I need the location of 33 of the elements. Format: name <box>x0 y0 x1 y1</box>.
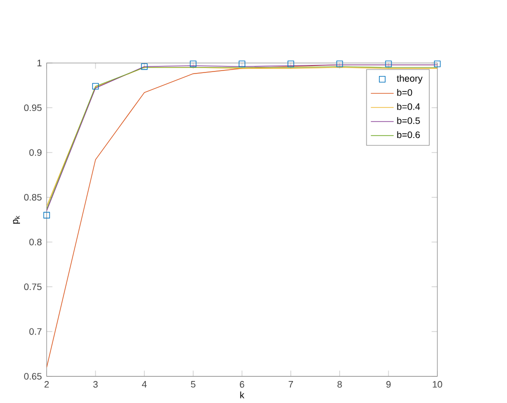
point <box>288 60 294 68</box>
y-tick-label: 1 <box>37 60 42 66</box>
y-tick-label: 0.7 <box>29 328 42 335</box>
point <box>190 60 196 68</box>
point <box>92 83 99 90</box>
x-tick-label: 6 <box>240 381 244 388</box>
y-tick-label: 0.95 <box>24 104 42 112</box>
legend-label: theory <box>396 74 423 84</box>
y-tick-label: 0.85 <box>24 194 42 201</box>
point <box>43 212 50 218</box>
point <box>141 63 148 70</box>
legend-label: b=0.6 <box>397 131 420 138</box>
x-tick-label: 2 <box>44 381 49 388</box>
y-tick-label: 0.75 <box>24 284 42 290</box>
x-axis-title: k <box>240 391 244 398</box>
x-tick-label: 4 <box>142 381 147 388</box>
y-tick-label: 0.65 <box>24 373 42 380</box>
x-tick-label: 9 <box>386 381 391 388</box>
point <box>238 60 246 68</box>
legend-label: b=0 <box>397 88 412 96</box>
point <box>434 60 441 68</box>
point <box>385 60 392 68</box>
legend-label: b=0.5 <box>397 117 420 124</box>
x-tick-label: 10 <box>432 381 442 388</box>
y-tick-label: 0.9 <box>29 149 42 156</box>
legend-label: b=0.4 <box>397 103 420 110</box>
x-tick-label: 5 <box>190 381 196 388</box>
x-tick-label: 7 <box>288 381 293 388</box>
x-tick-label: 8 <box>337 381 342 388</box>
y-tick-label: 0.8 <box>29 238 42 246</box>
y-axis-title: p$_{k}$ <box>13 216 20 224</box>
x-tick-label: 3 <box>93 381 98 388</box>
point <box>336 60 343 68</box>
